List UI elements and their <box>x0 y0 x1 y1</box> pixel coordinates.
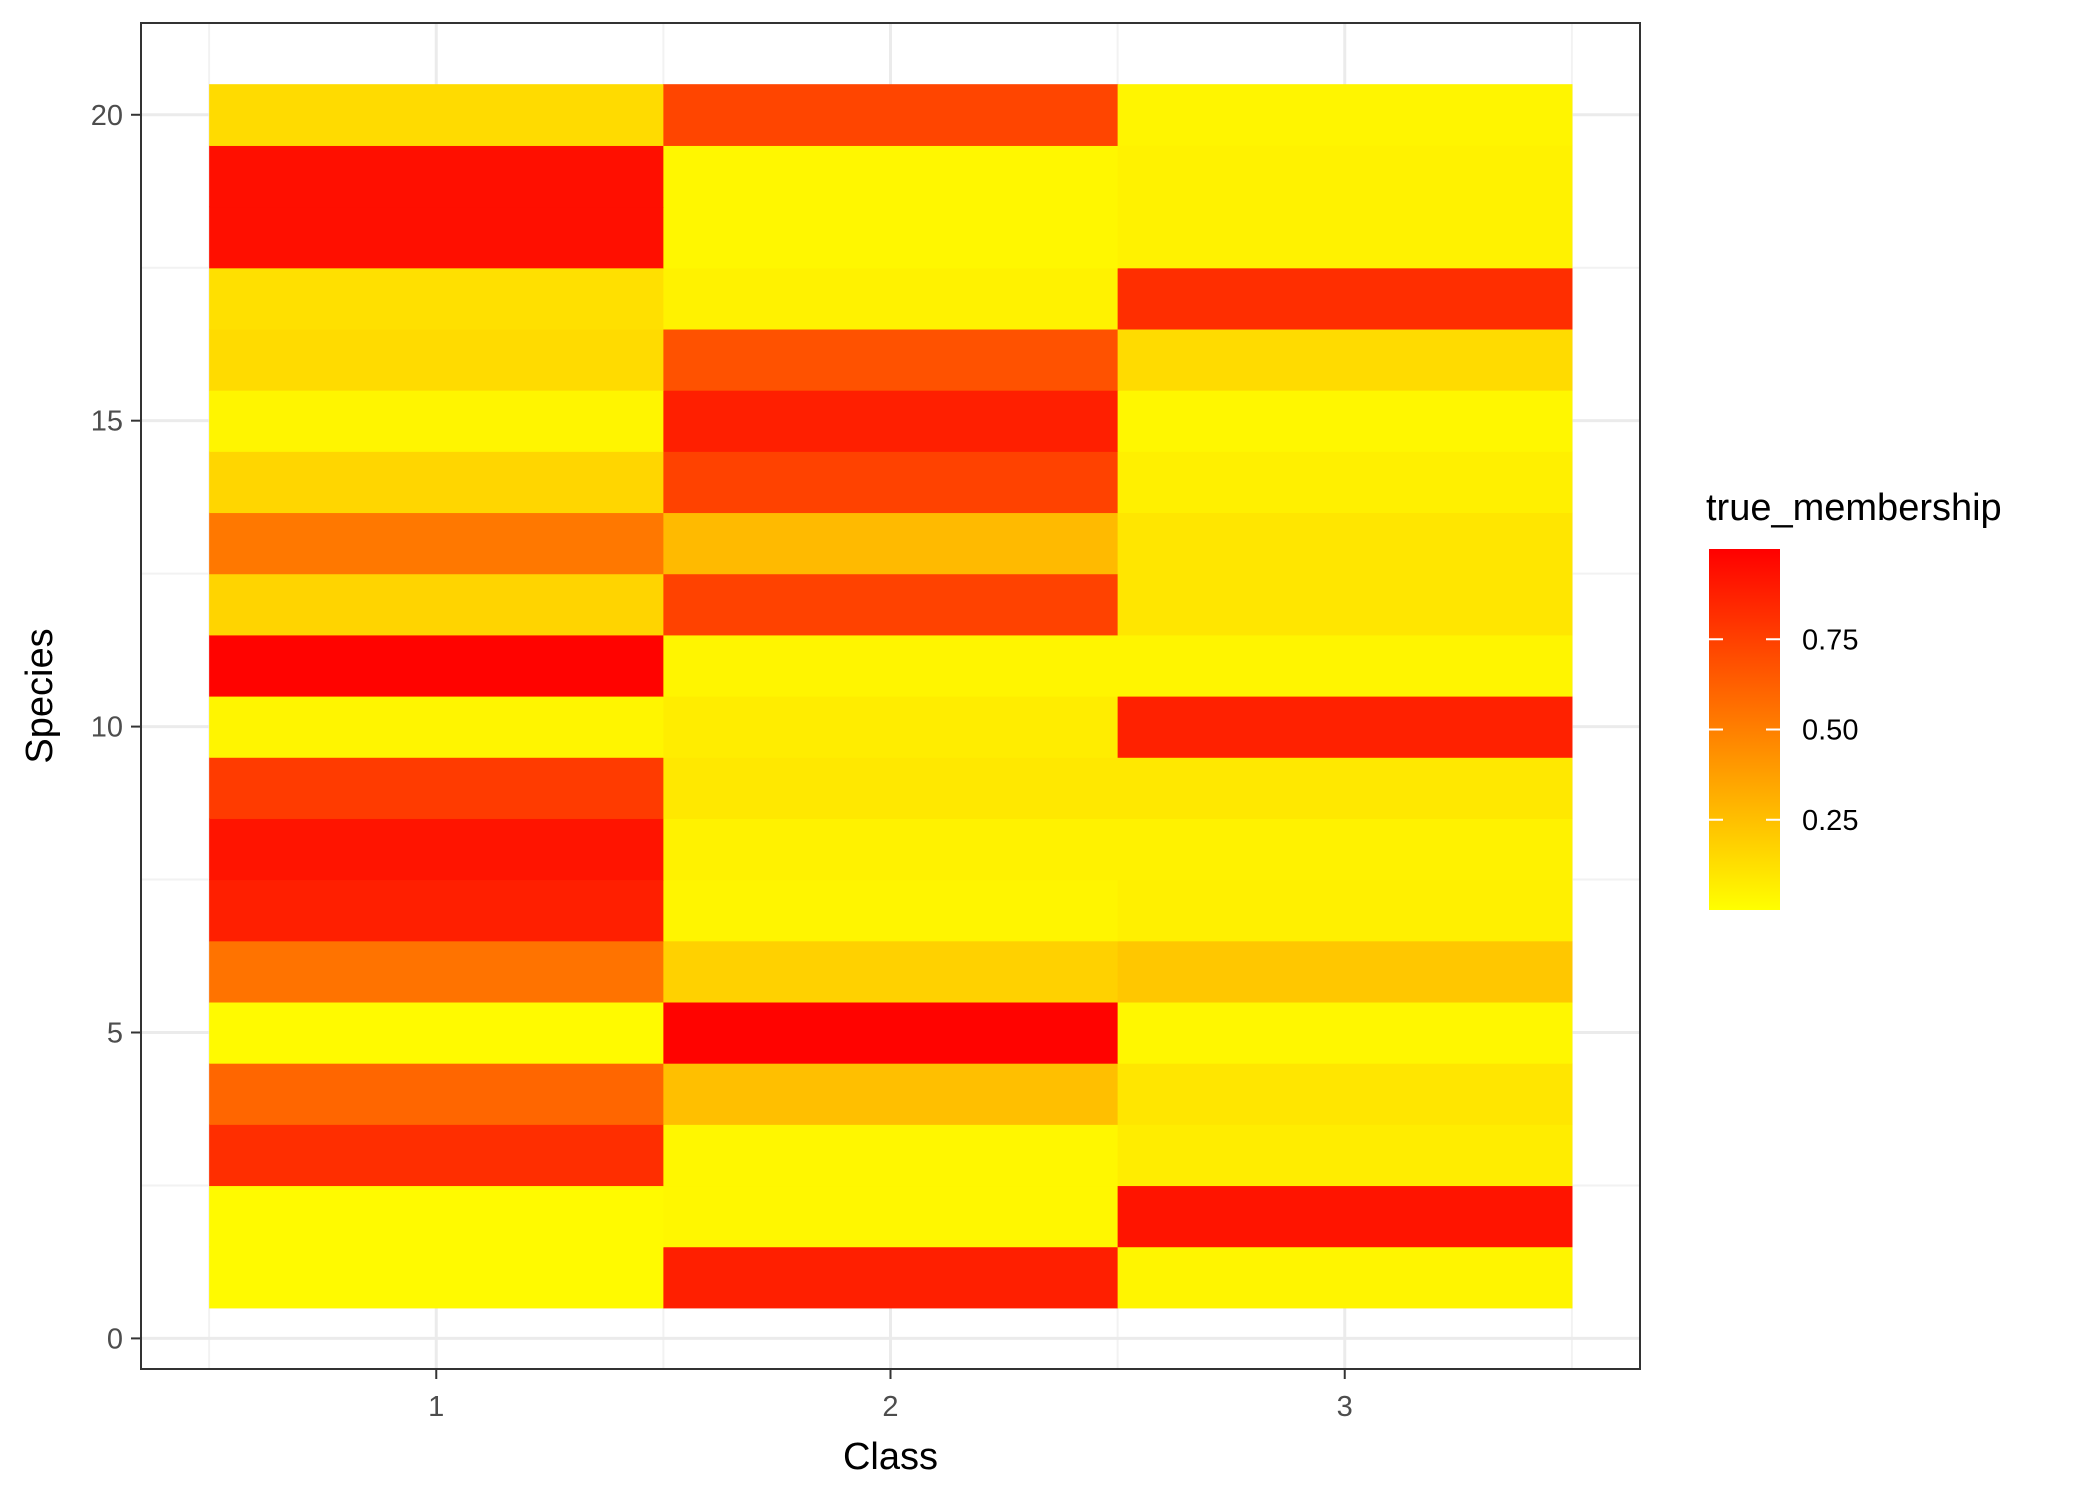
heatmap-cell <box>1117 145 1573 208</box>
heatmap-cell <box>1117 1001 1573 1064</box>
heatmap-cell <box>1117 940 1573 1003</box>
heatmap-cell <box>1117 757 1573 819</box>
heatmap-cell <box>1117 328 1573 391</box>
heatmap-cell <box>1117 634 1573 697</box>
heatmap-cell <box>209 634 664 697</box>
heatmap-cell <box>663 1185 1119 1248</box>
heatmap-cell <box>209 84 664 146</box>
heatmap-cell <box>209 1246 664 1309</box>
heatmap-cells <box>209 84 1573 1309</box>
legend-label: 0.50 <box>1802 715 1858 747</box>
heatmap-cell <box>209 1185 664 1248</box>
heatmap-cell <box>663 818 1119 881</box>
heatmap-cell <box>1117 573 1573 636</box>
x-tick-label: 1 <box>428 1391 444 1423</box>
heatmap-cell <box>663 512 1119 575</box>
heatmap-cell <box>663 1001 1119 1064</box>
heatmap-cell <box>209 267 664 330</box>
heatmap-cell <box>663 1063 1119 1125</box>
heatmap-cell <box>1117 267 1573 330</box>
legend-ticks: 0.75 0.50 0.25 <box>1709 624 1858 837</box>
heatmap-cell <box>663 267 1119 330</box>
heatmap-cell <box>209 1063 664 1125</box>
heatmap-cell <box>1117 451 1573 514</box>
y-tick-label: 10 <box>91 712 123 744</box>
heatmap-cell <box>663 328 1119 391</box>
heatmap-cell <box>209 818 664 881</box>
heatmap-cell <box>1117 390 1573 452</box>
heatmap-cell <box>663 451 1119 514</box>
x-tick-label: 3 <box>1337 1391 1353 1423</box>
heatmap-cell <box>209 328 664 391</box>
heatmap-cell <box>209 696 664 758</box>
heatmap-cell <box>1117 512 1573 575</box>
y-tick-label: 15 <box>91 406 123 438</box>
heatmap-cell <box>209 573 664 636</box>
heatmap-cell <box>1117 1185 1573 1248</box>
heatmap-cell <box>1117 1063 1573 1125</box>
axes: 1 2 3 0 5 10 15 20 <box>91 100 1353 1423</box>
heatmap-cell <box>1117 696 1573 758</box>
x-tick-label: 2 <box>882 1391 898 1423</box>
heatmap-cell <box>1117 206 1573 269</box>
heatmap-cell <box>663 879 1119 942</box>
heatmap-cell <box>663 696 1119 758</box>
legend-label: 0.75 <box>1802 624 1858 656</box>
heatmap-cell <box>663 206 1119 269</box>
y-tick-label: 0 <box>107 1323 123 1355</box>
heatmap-cell <box>1117 1246 1573 1309</box>
heatmap-cell <box>663 84 1119 146</box>
y-tick-label: 20 <box>91 100 123 132</box>
heatmap-cell <box>663 1246 1119 1309</box>
heatmap-cell <box>1117 1124 1573 1187</box>
x-axis-title: Class <box>843 1436 938 1478</box>
heatmap-cell <box>1117 84 1573 146</box>
heatmap-cell <box>1117 818 1573 881</box>
heatmap-cell <box>663 757 1119 819</box>
heatmap-cell <box>663 1124 1119 1187</box>
y-tick-label: 5 <box>107 1018 123 1050</box>
heatmap-cell <box>209 451 664 514</box>
heatmap-cell <box>663 573 1119 636</box>
heatmap-cell <box>209 940 664 1003</box>
heatmap-cell <box>209 512 664 575</box>
heatmap-cell <box>663 634 1119 697</box>
heatmap-cell <box>663 145 1119 208</box>
heatmap-cell <box>209 206 664 269</box>
legend-title: true_membership <box>1706 487 2002 529</box>
heatmap-cell <box>209 757 664 819</box>
heatmap-cell <box>209 1124 664 1187</box>
heatmap-cell <box>209 145 664 208</box>
heatmap-cell <box>1117 879 1573 942</box>
heatmap-cell <box>663 940 1119 1003</box>
heatmap-cell <box>209 879 664 942</box>
legend: true_membership 0.75 0.50 0.25 <box>1706 487 2002 910</box>
legend-label: 0.25 <box>1802 805 1858 837</box>
heatmap-cell <box>663 390 1119 452</box>
heatmap-cell <box>209 1001 664 1064</box>
heatmap-cell <box>209 390 664 452</box>
y-axis-title: Species <box>19 628 61 763</box>
